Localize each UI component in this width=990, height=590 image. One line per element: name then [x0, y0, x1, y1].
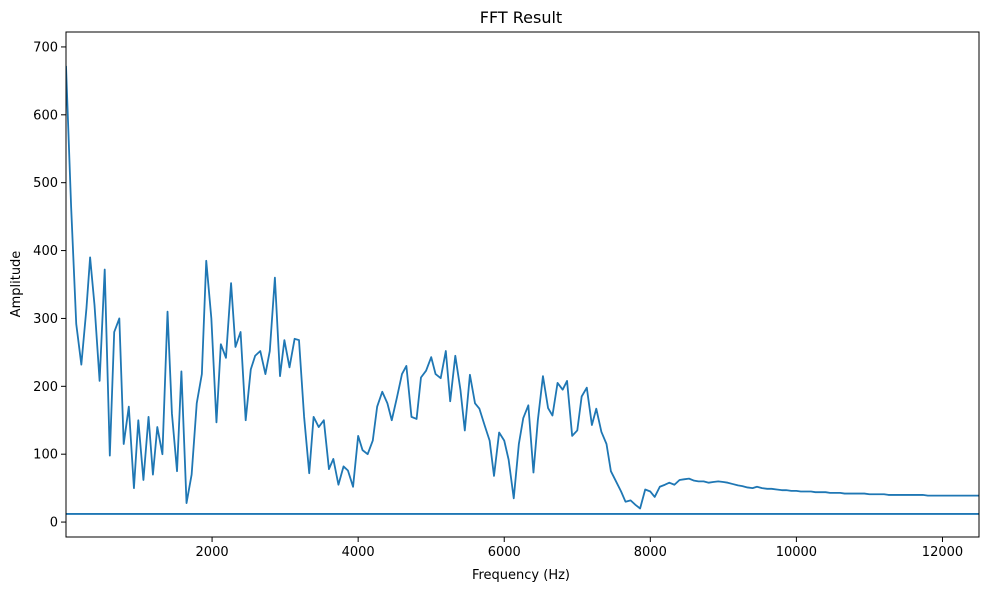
x-tick-label: 4000 — [342, 545, 375, 560]
y-axis-label: Amplitude — [9, 251, 24, 318]
series-line-fft — [66, 65, 979, 510]
y-tick-label: 200 — [33, 380, 58, 395]
y-tick-label: 500 — [33, 176, 58, 191]
y-tick-label: 100 — [33, 448, 58, 463]
x-tick-label: 8000 — [634, 545, 667, 560]
y-tick-label: 600 — [33, 108, 58, 123]
plot-frame — [65, 31, 980, 538]
x-axis-label: Frequency (Hz) — [472, 568, 570, 583]
y-tick-label: 400 — [33, 244, 58, 259]
y-tick-label: 300 — [33, 312, 58, 327]
x-tick-label: 10000 — [776, 545, 817, 560]
axes: 2000 4000 6000 8000 10000 12000 0 100 200 300 400 5… — [33, 40, 963, 560]
y-tick-label: 700 — [33, 40, 58, 55]
plot-area — [66, 65, 979, 515]
x-tick-label: 6000 — [488, 545, 521, 560]
x-tick-label: 2000 — [196, 545, 229, 560]
chart-title: FFT Result — [480, 8, 562, 27]
y-tick-label: 0 — [50, 516, 58, 531]
x-tick-label: 12000 — [922, 545, 963, 560]
